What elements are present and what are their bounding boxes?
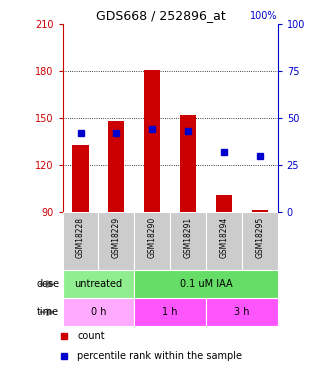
Bar: [73, 145, 89, 212]
Bar: [134, 270, 278, 298]
Text: GSM18291: GSM18291: [184, 216, 193, 258]
Text: untreated: untreated: [74, 279, 123, 289]
Bar: [170, 212, 206, 270]
Text: GSM18290: GSM18290: [148, 216, 157, 258]
Text: time: time: [37, 307, 59, 317]
Text: GSM18295: GSM18295: [255, 216, 264, 258]
Text: 100%: 100%: [250, 10, 278, 21]
Bar: [63, 298, 134, 326]
Bar: [206, 298, 278, 326]
Bar: [108, 121, 125, 212]
Bar: [134, 212, 170, 270]
Text: dose: dose: [36, 279, 59, 289]
Bar: [144, 70, 160, 212]
Text: GSM18229: GSM18229: [112, 216, 121, 258]
Bar: [63, 212, 99, 270]
Text: 0.1 uM IAA: 0.1 uM IAA: [180, 279, 232, 289]
Bar: [134, 298, 206, 326]
Text: percentile rank within the sample: percentile rank within the sample: [77, 351, 242, 361]
Bar: [99, 212, 134, 270]
Text: count: count: [77, 331, 105, 340]
Text: 3 h: 3 h: [234, 307, 249, 317]
Text: GSM18228: GSM18228: [76, 216, 85, 258]
Text: 1 h: 1 h: [162, 307, 178, 317]
Text: GDS668 / 252896_at: GDS668 / 252896_at: [96, 9, 225, 22]
Bar: [180, 115, 196, 212]
Text: GSM18294: GSM18294: [219, 216, 229, 258]
Bar: [242, 212, 278, 270]
Bar: [63, 270, 134, 298]
Text: 0 h: 0 h: [91, 307, 106, 317]
Bar: [216, 195, 232, 212]
Bar: [252, 210, 268, 212]
Bar: [206, 212, 242, 270]
